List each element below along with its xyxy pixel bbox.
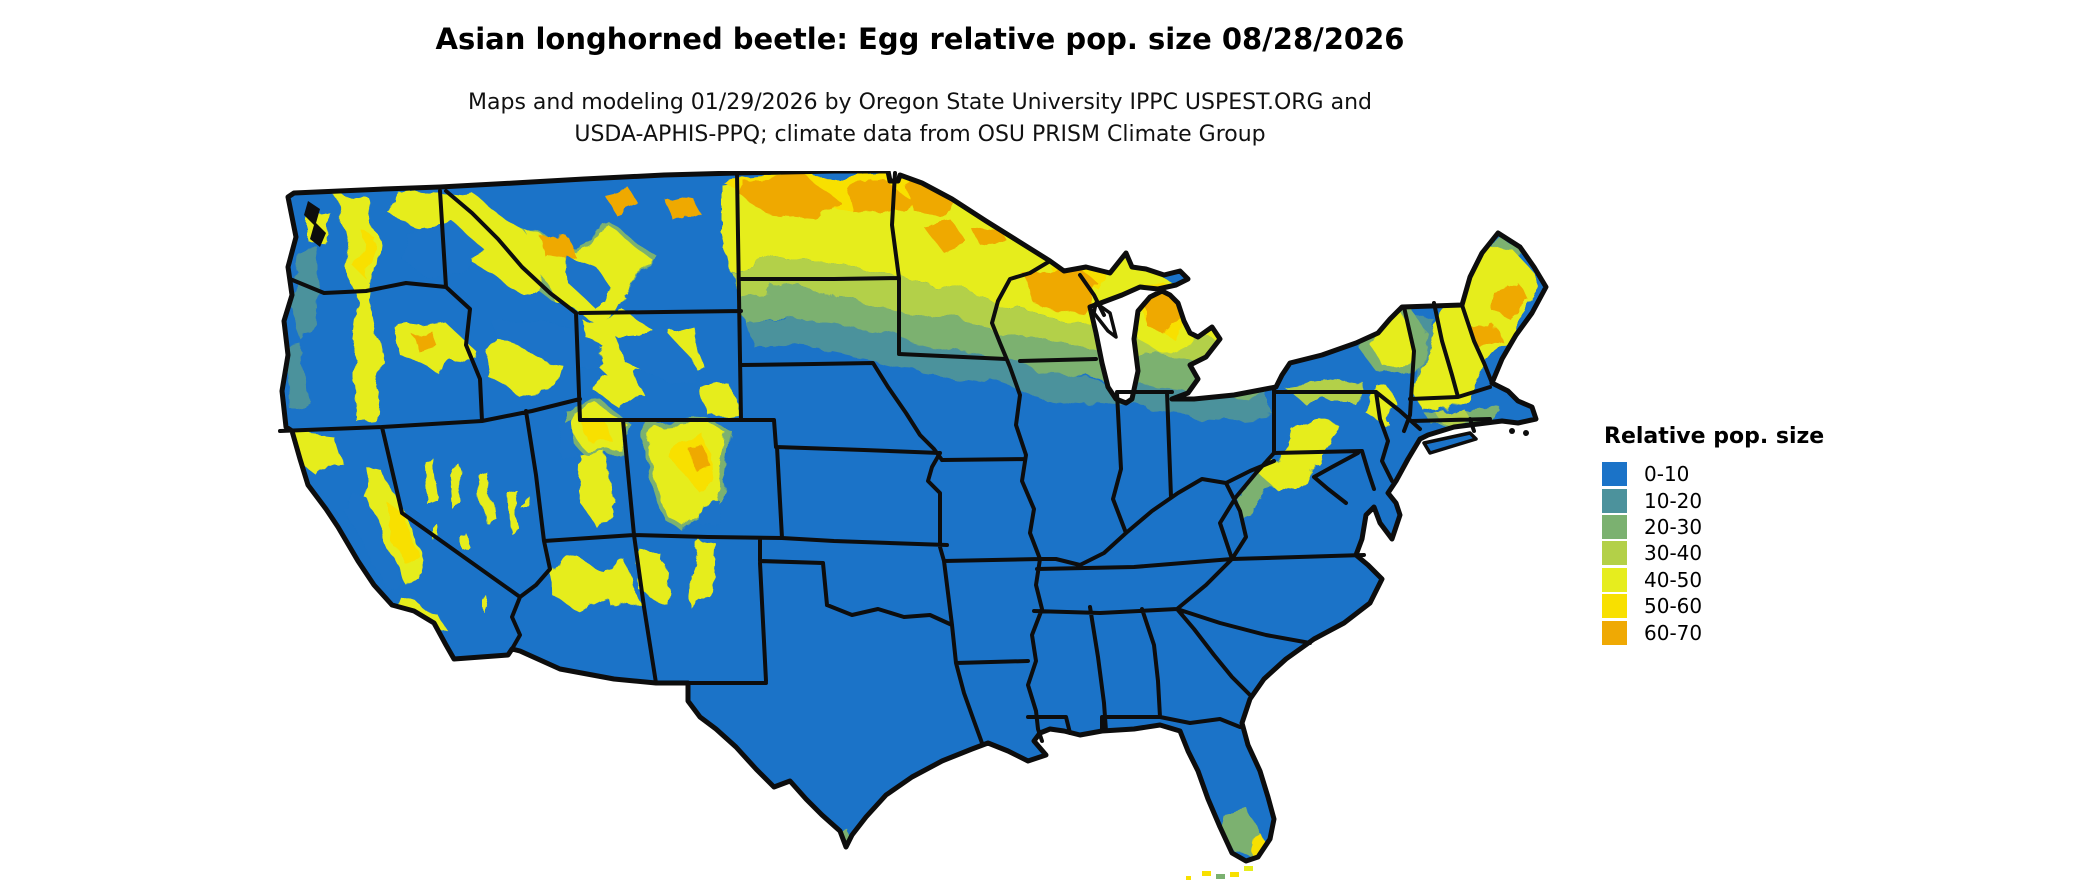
legend-swatch-0-10: [1602, 462, 1627, 487]
legend-swatch-10-20: [1602, 488, 1627, 513]
legend-label: 40-50: [1644, 567, 1703, 592]
legend-row: 50-60: [1602, 593, 1824, 619]
puget-sound: [304, 201, 326, 247]
legend-label: 50-60: [1644, 594, 1703, 619]
legend-swatch-60-70: [1602, 620, 1627, 645]
legend-swatch-40-50: [1602, 567, 1627, 592]
legend-label: 20-30: [1644, 514, 1703, 539]
map-subtitle-line1: Maps and modeling 01/29/2026 by Oregon S…: [468, 90, 1372, 115]
legend-label: 0-10: [1644, 462, 1690, 487]
state-borders: [278, 171, 1494, 745]
legend-swatch-30-40: [1602, 541, 1627, 566]
us-outline: [279, 171, 1549, 864]
legend-swatch-50-60: [1602, 594, 1627, 619]
legend-row: 10-20: [1602, 487, 1824, 513]
florida-keys: [1186, 866, 1253, 880]
legend: Relative pop. size 0-10 10-20 20-30 30-4…: [1602, 424, 1824, 646]
island-marthas-vineyard: [1509, 428, 1515, 434]
legend-row: 60-70: [1602, 619, 1824, 645]
island-nantucket: [1523, 430, 1529, 436]
legend-label: 60-70: [1644, 620, 1703, 645]
legend-label: 30-40: [1644, 541, 1703, 566]
legend-row: 30-40: [1602, 540, 1824, 566]
green-bay: [1092, 301, 1118, 339]
legend-row: 40-50: [1602, 567, 1824, 593]
map-title: Asian longhorned beetle: Egg relative po…: [435, 22, 1405, 56]
legend-row: 20-30: [1602, 514, 1824, 540]
legend-row: 0-10: [1602, 461, 1824, 487]
long-island: [1422, 431, 1478, 455]
legend-label: 10-20: [1644, 488, 1703, 513]
zone-60-70: [414, 177, 1530, 469]
us-map: [278, 171, 1549, 880]
legend-swatch-20-30: [1602, 514, 1627, 539]
map-subtitle-line2: USDA-APHIS-PPQ; climate data from OSU PR…: [574, 122, 1266, 147]
legend-title: Relative pop. size: [1604, 424, 1825, 449]
